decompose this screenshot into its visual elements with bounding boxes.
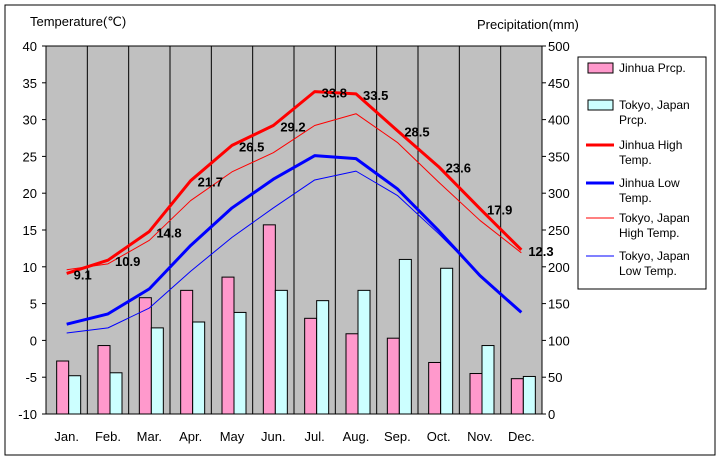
bar-tokyo-precipitation xyxy=(68,375,82,415)
legend-label: Tokyo, Japan xyxy=(619,211,690,225)
bar-tokyo-precipitation xyxy=(150,327,164,415)
legend-box xyxy=(577,56,707,290)
right-axis-tick-label: 400 xyxy=(548,113,570,128)
bar-jinhua-precipitation xyxy=(138,297,152,415)
bar-jinhua-precipitation xyxy=(345,333,359,415)
bar-tokyo-precipitation xyxy=(440,267,454,415)
legend-label-line2: Prcp. xyxy=(619,113,647,127)
legend-label: Jinhua High xyxy=(619,138,682,152)
x-axis-tick-label: Feb. xyxy=(95,429,121,444)
bar-tokyo-precipitation xyxy=(316,300,330,415)
right-axis-tick-label: 250 xyxy=(548,223,570,238)
legend-label: Jinhua Low xyxy=(619,176,680,190)
bar-jinhua-precipitation xyxy=(428,361,442,415)
data-label-jinhua-high: 29.2 xyxy=(280,119,305,134)
x-axis-tick-label: Dec. xyxy=(508,429,535,444)
bar-tokyo-precipitation xyxy=(398,258,412,415)
bar-jinhua-precipitation xyxy=(180,289,194,415)
bar-tokyo-precipitation xyxy=(274,289,288,415)
x-axis-tick-label: Nov. xyxy=(467,429,493,444)
bar-jinhua-precipitation xyxy=(97,345,111,415)
data-label-jinhua-high: 10.9 xyxy=(115,254,140,269)
x-axis-tick-label: Jan. xyxy=(54,429,79,444)
legend-swatch xyxy=(587,62,614,74)
line-tokyo-high-temp xyxy=(66,113,522,271)
left-axis-tick-label: 20 xyxy=(23,186,37,201)
data-label-jinhua-high: 21.7 xyxy=(198,175,223,190)
left-axis-tick-label: -5 xyxy=(25,370,37,385)
left-axis-tick-label: 5 xyxy=(30,297,37,312)
left-axis-tick-label: 30 xyxy=(23,113,37,128)
bar-jinhua-precipitation xyxy=(304,317,318,415)
bar-tokyo-precipitation xyxy=(357,289,371,415)
bar-jinhua-precipitation xyxy=(262,224,276,415)
data-label-jinhua-high: 17.9 xyxy=(487,203,512,218)
data-label-jinhua-high: 26.5 xyxy=(239,139,264,154)
right-axis-tick-label: 500 xyxy=(548,39,570,54)
x-axis-tick-label: Sep. xyxy=(384,429,411,444)
bar-tokyo-precipitation xyxy=(522,375,536,415)
right-axis-tick-label: 300 xyxy=(548,186,570,201)
right-axis-tick-label: 0 xyxy=(548,407,555,422)
legend-label-line2: High Temp. xyxy=(619,226,679,240)
legend-label-line2: Temp. xyxy=(619,153,652,167)
x-axis-tick-label: Jun. xyxy=(261,429,286,444)
right-axis-tick-label: 450 xyxy=(548,76,570,91)
bar-tokyo-precipitation xyxy=(481,345,495,415)
left-axis-tick-label: 15 xyxy=(23,223,37,238)
right-axis-tick-label: 50 xyxy=(548,370,562,385)
bar-jinhua-precipitation xyxy=(386,337,400,415)
data-label-jinhua-high: 33.8 xyxy=(322,86,347,101)
line-tokyo-low-temp xyxy=(66,170,522,334)
data-label-jinhua-high: 9.1 xyxy=(74,267,92,282)
left-axis-tick-label: -10 xyxy=(18,407,37,422)
bar-jinhua-precipitation xyxy=(221,276,235,415)
left-axis-tick-label: 40 xyxy=(23,39,37,54)
line-jinhua-low-temp xyxy=(66,154,523,326)
legend-swatch xyxy=(587,99,614,111)
left-axis-title: Temperature(℃) xyxy=(30,14,126,29)
legend-label: Tokyo, Japan xyxy=(619,98,690,112)
data-label-jinhua-high: 14.8 xyxy=(156,225,181,240)
x-axis-tick-label: Aug. xyxy=(343,429,370,444)
bar-tokyo-precipitation xyxy=(192,321,206,415)
right-axis-tick-label: 150 xyxy=(548,297,570,312)
legend-label-line2: Low Temp. xyxy=(619,264,677,278)
lines xyxy=(66,90,523,334)
left-axis-tick-label: 35 xyxy=(23,76,37,91)
legend-label: Jinhua Prcp. xyxy=(619,61,686,75)
data-label-jinhua-high: 28.5 xyxy=(404,125,429,140)
bar-jinhua-precipitation xyxy=(469,373,483,415)
right-axis-title: Precipitation(mm) xyxy=(477,17,579,32)
bar-jinhua-precipitation xyxy=(510,378,524,415)
left-axis-tick-label: 25 xyxy=(23,149,37,164)
right-axis-tick-label: 100 xyxy=(548,333,570,348)
legend-label: Tokyo, Japan xyxy=(619,249,690,263)
data-label-jinhua-high: 33.5 xyxy=(363,88,388,103)
left-axis-tick-label: 0 xyxy=(30,333,37,348)
data-label-jinhua-high: 23.6 xyxy=(446,161,471,176)
bars xyxy=(56,224,536,415)
x-axis-tick-label: May xyxy=(220,429,245,444)
x-axis-tick-label: Jul. xyxy=(305,429,325,444)
x-axis-tick-label: Mar. xyxy=(137,429,162,444)
data-label-jinhua-high: 12.3 xyxy=(528,244,553,259)
x-axis-tick-label: Oct. xyxy=(427,429,451,444)
data-labels: 9.1 10.9 14.8 21.7 26.5 29.2 33.8 33.5 28.5 23.6 1… xyxy=(74,86,554,283)
right-axis-tick-label: 350 xyxy=(548,149,570,164)
x-axis-tick-label: Apr. xyxy=(179,429,202,444)
line-jinhua-high-temp xyxy=(66,90,523,275)
right-axis-tick-label: 200 xyxy=(548,260,570,275)
bar-tokyo-precipitation xyxy=(109,372,123,415)
legend-label-line2: Temp. xyxy=(619,191,652,205)
bar-jinhua-precipitation xyxy=(56,360,70,415)
axes: -10-505101520253035400501001502002503003… xyxy=(18,39,570,444)
bar-tokyo-precipitation xyxy=(233,311,247,415)
left-axis-tick-label: 10 xyxy=(23,260,37,275)
